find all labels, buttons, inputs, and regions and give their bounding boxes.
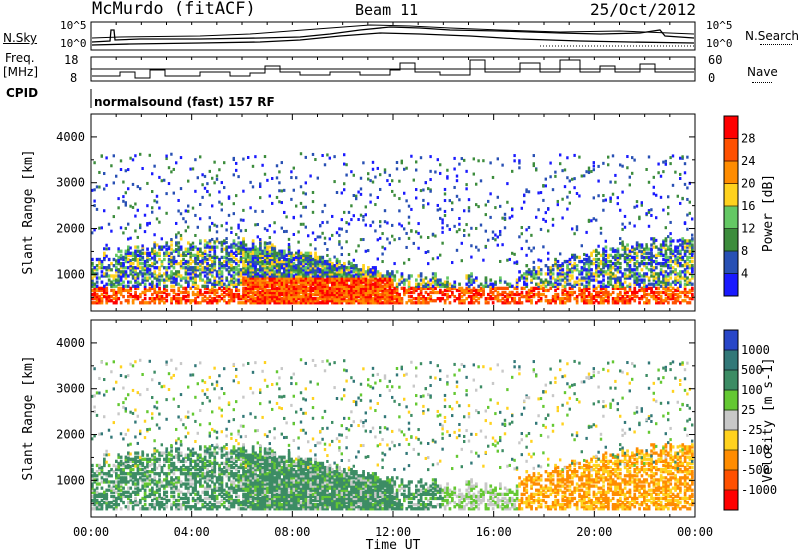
xtick-label: 20:00 — [576, 525, 612, 539]
xtick-label: 16:00 — [476, 525, 512, 539]
nave-trace — [92, 59, 694, 79]
freq-tick-high: 18 — [64, 53, 79, 67]
noise-search-trace — [91, 32, 695, 46]
colorbar-label: 25 — [741, 403, 755, 417]
colorbar-label: 16 — [741, 199, 755, 213]
colorbar-label: 28 — [741, 132, 755, 146]
nave-tick-low: 0 — [708, 71, 716, 85]
colorbar-segment — [724, 116, 738, 139]
colorbar-label: 1000 — [741, 343, 770, 357]
ytick-label: 2000 — [56, 222, 85, 236]
colorbar-segment — [724, 183, 738, 207]
ytick-label: 4000 — [56, 130, 85, 144]
colorbar-segment — [724, 430, 738, 451]
noise-sky-trace — [91, 26, 695, 43]
noise-tick-low-right: 10^0 — [706, 37, 733, 50]
beam-title: Beam 11 — [355, 1, 419, 19]
colorbar-segment — [724, 138, 738, 162]
ytick-label: 4000 — [56, 336, 85, 350]
nsearch-dotted-mark — [760, 44, 792, 45]
colorbar-segment — [724, 390, 738, 411]
power-ylabel: Slant Range [km] — [21, 149, 36, 274]
noise-panel — [90, 21, 696, 51]
power-panel: 1000 2000 3000 4000 — [56, 113, 696, 312]
noise-trace-3 — [91, 24, 695, 39]
velocity-colorbar: 1000 500 100 25 -25 -100 -500 -1000 — [723, 329, 777, 511]
xtick-label: 00:00 — [677, 525, 713, 539]
power-colorbar: 4 8 12 16 20 24 28 — [723, 115, 755, 297]
colorbar-segment — [724, 470, 738, 491]
freq-unit-label: [MHz] — [3, 65, 39, 79]
nsearch-label: N.Search — [745, 29, 800, 43]
xtick-label: 04:00 — [174, 525, 210, 539]
noise-tick-high-left: 10^5 — [60, 19, 87, 32]
velocity-panel: 1000 2000 3000 4000 00:00 04:00 08:00 12:00 16:0… — [56, 319, 713, 539]
ytick-label: 1000 — [56, 473, 85, 487]
colorbar-label: 4 — [741, 267, 748, 281]
velocity-ylabel: Slant Range [km] — [21, 355, 36, 480]
ytick-label: 3000 — [56, 382, 85, 396]
cpid-text: normalsound (fast) 157 RF — [94, 95, 275, 109]
nave-label: Nave — [747, 65, 778, 79]
colorbar-segment — [724, 410, 738, 431]
noise-tick-low-left: 10^0 — [60, 37, 87, 50]
colorbar-label: 12 — [741, 222, 755, 236]
colorbar-label: 20 — [741, 177, 755, 191]
colorbar-segment — [724, 370, 738, 391]
colorbar-label: 24 — [741, 154, 755, 168]
power-colorbar-label: Power [dB] — [761, 174, 776, 252]
colorbar-label: 100 — [741, 383, 763, 397]
freq-panel — [90, 56, 696, 82]
colorbar-frame — [723, 329, 739, 511]
colorbar-segment — [724, 450, 738, 471]
station-title: McMurdo (fitACF) — [92, 0, 256, 19]
colorbar-label: 8 — [741, 244, 748, 258]
nave-tick-high: 60 — [708, 53, 723, 67]
colorbar-segment — [724, 251, 738, 274]
date-title: 25/Oct/2012 — [590, 0, 696, 19]
colorbar-label: 500 — [741, 363, 763, 377]
colorbar-label: -100 — [741, 443, 770, 457]
ytick-label: 1000 — [56, 267, 85, 281]
velocity-colorbar-label: Velocity [m s-1] — [761, 357, 776, 482]
colorbar-segment — [724, 330, 738, 351]
colorbar-segment — [724, 273, 738, 297]
ytick-label: 3000 — [56, 176, 85, 190]
freq-tick-low: 8 — [70, 71, 78, 85]
xaxis-label: Time UT — [366, 538, 421, 553]
nave-dotted-mark — [752, 82, 772, 83]
nsky-label: N.Sky — [3, 31, 38, 45]
xtick-label: 12:00 — [375, 525, 411, 539]
colorbar-label: -1000 — [741, 483, 777, 497]
freq-label: Freq. — [5, 51, 35, 65]
colorbar-label: -500 — [741, 463, 770, 477]
colorbar-segment — [724, 161, 738, 184]
colorbar-label: -25 — [741, 423, 763, 437]
colorbar-segment — [724, 490, 738, 511]
cpid-label: CPID — [6, 86, 39, 100]
colorbar-segment — [724, 350, 738, 371]
xtick-label: 00:00 — [73, 525, 109, 539]
noise-tick-high-right: 10^5 — [706, 19, 733, 32]
xtick-label: 08:00 — [274, 525, 310, 539]
colorbar-segment — [724, 206, 738, 229]
ytick-label: 2000 — [56, 428, 85, 442]
colorbar-segment — [724, 228, 738, 252]
